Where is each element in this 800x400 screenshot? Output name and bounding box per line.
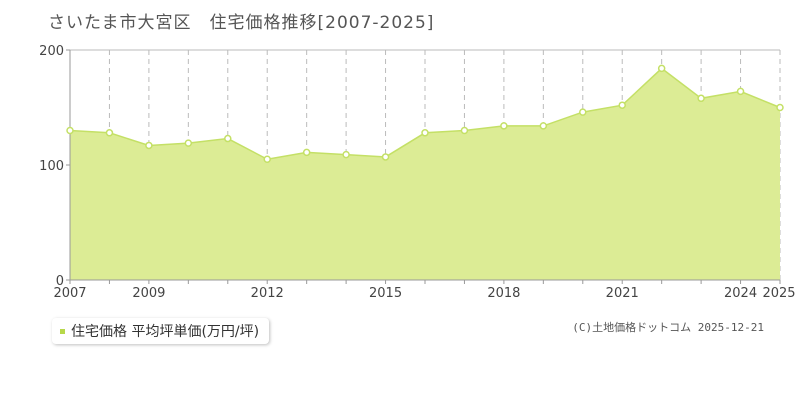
x-tick-label: 2024: [724, 286, 757, 301]
data-point: [105, 129, 114, 137]
data-point: [460, 126, 469, 135]
data-point: [224, 134, 232, 143]
y-tick-label: 100: [39, 159, 64, 174]
data-point: [697, 94, 705, 103]
y-tick-label: 200: [39, 44, 64, 59]
series-area: [70, 68, 780, 281]
data-point: [381, 153, 390, 161]
x-tick-label: 2025: [762, 286, 795, 301]
x-tick-label: 2009: [132, 286, 165, 301]
data-point: [539, 122, 548, 130]
data-point: [500, 122, 508, 130]
data-point: [579, 108, 587, 116]
data-point: [145, 141, 153, 150]
copyright-credit: (C)土地価格ドットコム 2025-12-21: [572, 321, 764, 334]
data-point: [263, 155, 271, 163]
y-tick-label: 0: [56, 274, 64, 289]
x-tick-label: 2021: [606, 286, 639, 301]
data-point: [657, 64, 666, 73]
legend-marker-icon: [60, 328, 65, 334]
data-point: [184, 139, 193, 147]
axes: [66, 49, 781, 284]
data-point: [421, 129, 429, 137]
data-point: [342, 150, 350, 159]
chart-title: さいたま市大宮区 住宅価格推移[2007-2025]: [48, 13, 435, 33]
data-point: [736, 87, 745, 96]
data-point: [776, 103, 784, 112]
area-series: [69, 67, 781, 281]
data-points: [66, 64, 784, 163]
data-point: [302, 148, 311, 157]
data-point: [618, 101, 626, 109]
x-tick-label: 2007: [53, 286, 86, 301]
x-tick-label: 2018: [487, 286, 520, 301]
legend-label: 住宅価格 平均坪単価(万円/坪): [71, 324, 260, 340]
tick-labels: 0 100 200 2007 2009 2012 2015 2018 2021 2024 2025: [39, 44, 795, 301]
x-tick-label: 2015: [369, 286, 402, 301]
data-point: [66, 126, 74, 135]
x-tick-label: 2012: [251, 286, 284, 301]
legend: 住宅価格 平均坪単価(万円/坪): [52, 318, 270, 344]
